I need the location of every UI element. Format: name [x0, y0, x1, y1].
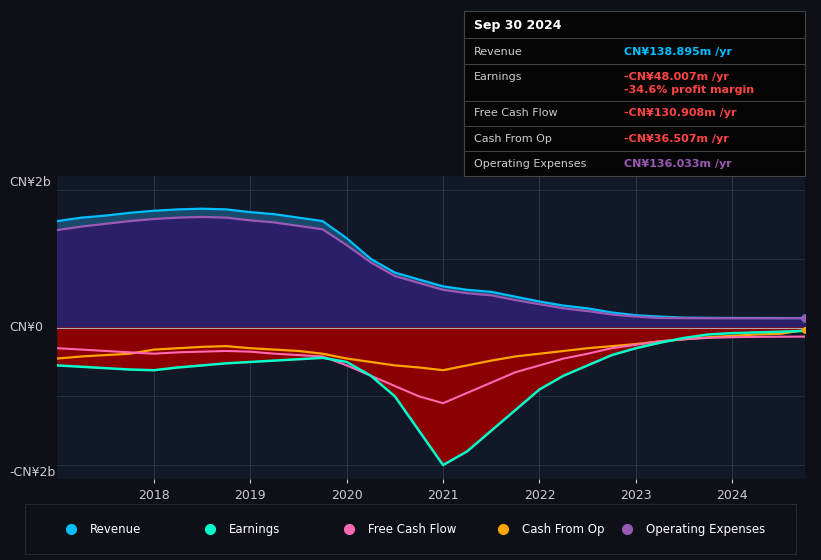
- Text: -CN¥2b: -CN¥2b: [9, 466, 55, 479]
- Text: Free Cash Flow: Free Cash Flow: [474, 108, 557, 118]
- Text: Free Cash Flow: Free Cash Flow: [368, 522, 456, 536]
- Text: Cash From Op: Cash From Op: [522, 522, 605, 536]
- Text: Cash From Op: Cash From Op: [474, 134, 552, 144]
- Text: CN¥2b: CN¥2b: [9, 176, 51, 189]
- Text: CN¥0: CN¥0: [9, 321, 43, 334]
- Text: CN¥136.033m /yr: CN¥136.033m /yr: [624, 159, 732, 169]
- Text: Sep 30 2024: Sep 30 2024: [474, 18, 562, 32]
- Text: Revenue: Revenue: [474, 46, 522, 57]
- Text: Earnings: Earnings: [474, 72, 522, 82]
- Text: -34.6% profit margin: -34.6% profit margin: [624, 85, 754, 95]
- Text: Earnings: Earnings: [229, 522, 281, 536]
- Text: CN¥138.895m /yr: CN¥138.895m /yr: [624, 46, 732, 57]
- Text: -CN¥130.908m /yr: -CN¥130.908m /yr: [624, 108, 736, 118]
- Text: Operating Expenses: Operating Expenses: [474, 159, 586, 169]
- Text: Revenue: Revenue: [90, 522, 141, 536]
- Text: -CN¥48.007m /yr: -CN¥48.007m /yr: [624, 72, 729, 82]
- Text: -CN¥36.507m /yr: -CN¥36.507m /yr: [624, 134, 729, 144]
- Text: Operating Expenses: Operating Expenses: [646, 522, 765, 536]
